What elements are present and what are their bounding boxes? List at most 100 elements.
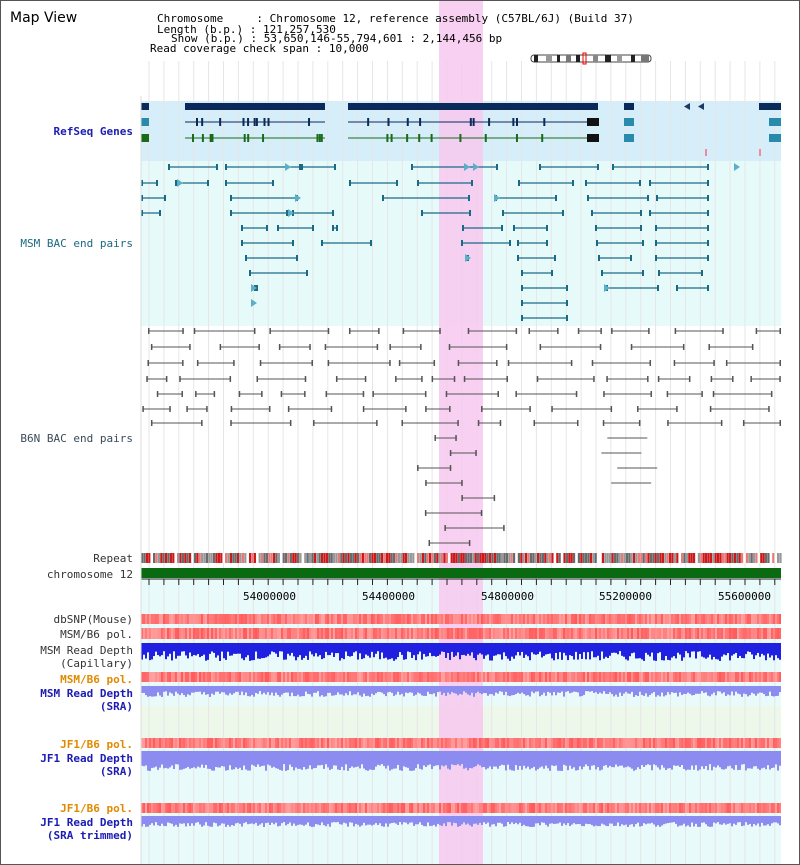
read-depth-bar [199,816,201,825]
polymorphism-density [699,738,701,748]
polymorphism-density [293,628,295,639]
polymorphism-density [403,614,405,624]
polymorphism-density [683,614,685,624]
read-depth-bar [425,643,427,657]
polymorphism-density [673,614,675,624]
polymorphism-density [665,738,667,748]
polymorphism-density [257,614,259,624]
polymorphism-density [341,672,343,682]
read-depth-bar [397,686,399,692]
polymorphism-density [249,738,251,748]
read-depth-bar [281,751,283,771]
polymorphism-density [503,803,505,813]
read-depth-bar [663,751,665,768]
polymorphism-density [413,803,415,813]
read-depth-bar [357,643,359,660]
gene-exon [367,118,370,126]
jf1-read-depth-trimmed-label[interactable]: JF1 Read Depth [40,816,133,829]
polymorphism-density [441,672,443,682]
read-depth-bar [765,816,767,826]
polymorphism-density [207,738,209,748]
polymorphism-density [293,803,295,813]
polymorphism-density [285,738,287,748]
polymorphism-density [521,628,523,639]
polymorphism-density [187,628,189,639]
polymorphism-density [643,672,645,682]
read-depth-bar [595,816,597,826]
read-depth-bar [385,816,387,824]
read-depth-bar [675,643,677,659]
read-depth-bar [415,643,417,661]
repeat-element [587,553,590,563]
read-depth-bar [671,686,673,693]
read-depth-bar [641,751,643,766]
polymorphism-density [685,614,687,624]
b6n-bac-label[interactable]: B6N BAC end pairs [20,432,133,445]
polymorphism-density [695,628,697,639]
read-depth-bar [655,643,657,661]
polymorphism-density [737,614,739,624]
read-depth-bar [259,751,261,767]
repeat-label[interactable]: Repeat [93,552,133,565]
read-depth-bar [761,643,763,654]
polymorphism-density [635,614,637,624]
read-depth-bar [629,816,631,825]
jf1-b6-pol-2-label[interactable]: JF1/B6 pol. [60,802,133,815]
polymorphism-density [325,614,327,624]
dbsnp-label[interactable]: dbSNP(Mouse) [53,613,133,626]
repeat-element [352,553,355,563]
read-depth-bar [189,751,191,769]
gene-exon [418,134,421,142]
polymorphism-density [395,803,397,813]
read-depth-bar [625,751,627,768]
read-depth-bar [551,686,553,696]
polymorphism-density [221,738,223,748]
polymorphism-density [689,672,691,682]
jf1-read-depth-label[interactable]: JF1 Read Depth [40,752,133,765]
polymorphism-density [211,614,213,624]
polymorphism-density [189,672,191,682]
bac-end [336,225,338,231]
polymorphism-density [365,614,367,624]
polymorphism-density [691,628,693,639]
msm-b6-pol-2-label[interactable]: MSM/B6 pol. [60,673,133,686]
polymorphism-density [367,672,369,682]
read-depth-bar [407,816,409,825]
repeat-element [618,553,621,563]
msm-read-depth-capillary-label[interactable]: MSM Read Depth [40,644,133,657]
msm-b6-pol-label[interactable]: MSM/B6 pol. [60,628,133,641]
polymorphism-density [217,672,219,682]
read-depth-bar [255,686,257,693]
read-depth-bar [447,816,449,823]
polymorphism-density [473,628,475,639]
polymorphism-density [187,672,189,682]
refseq-genes-label[interactable]: RefSeq Genes [53,125,133,138]
bac-end [389,360,391,366]
polymorphism-density [603,672,605,682]
read-depth-bar [547,686,549,692]
polymorphism-density [233,738,235,748]
repeat-element [757,553,760,563]
read-depth-bar [321,816,323,823]
read-depth-bar [429,751,431,765]
repeat-element [256,553,259,563]
polymorphism-density [685,672,687,682]
polymorphism-density [259,614,261,624]
polymorphism-density [429,803,431,813]
read-depth-bar [771,643,773,656]
repeat-element [301,553,304,563]
polymorphism-density [585,672,587,682]
polymorphism-density [425,803,427,813]
polymorphism-density [327,738,329,748]
read-depth-bar [635,686,637,696]
msm-bac-label[interactable]: MSM BAC end pairs [20,237,133,250]
polymorphism-density [141,614,143,624]
repeat-element [772,553,775,563]
read-depth-bar [671,643,673,658]
msm-read-depth-sra-label[interactable]: MSM Read Depth [40,687,133,700]
read-depth-bar [755,643,757,656]
jf1-b6-pol-label[interactable]: JF1/B6 pol. [60,738,133,751]
read-depth-bar [601,643,603,652]
polymorphism-density [175,738,177,748]
